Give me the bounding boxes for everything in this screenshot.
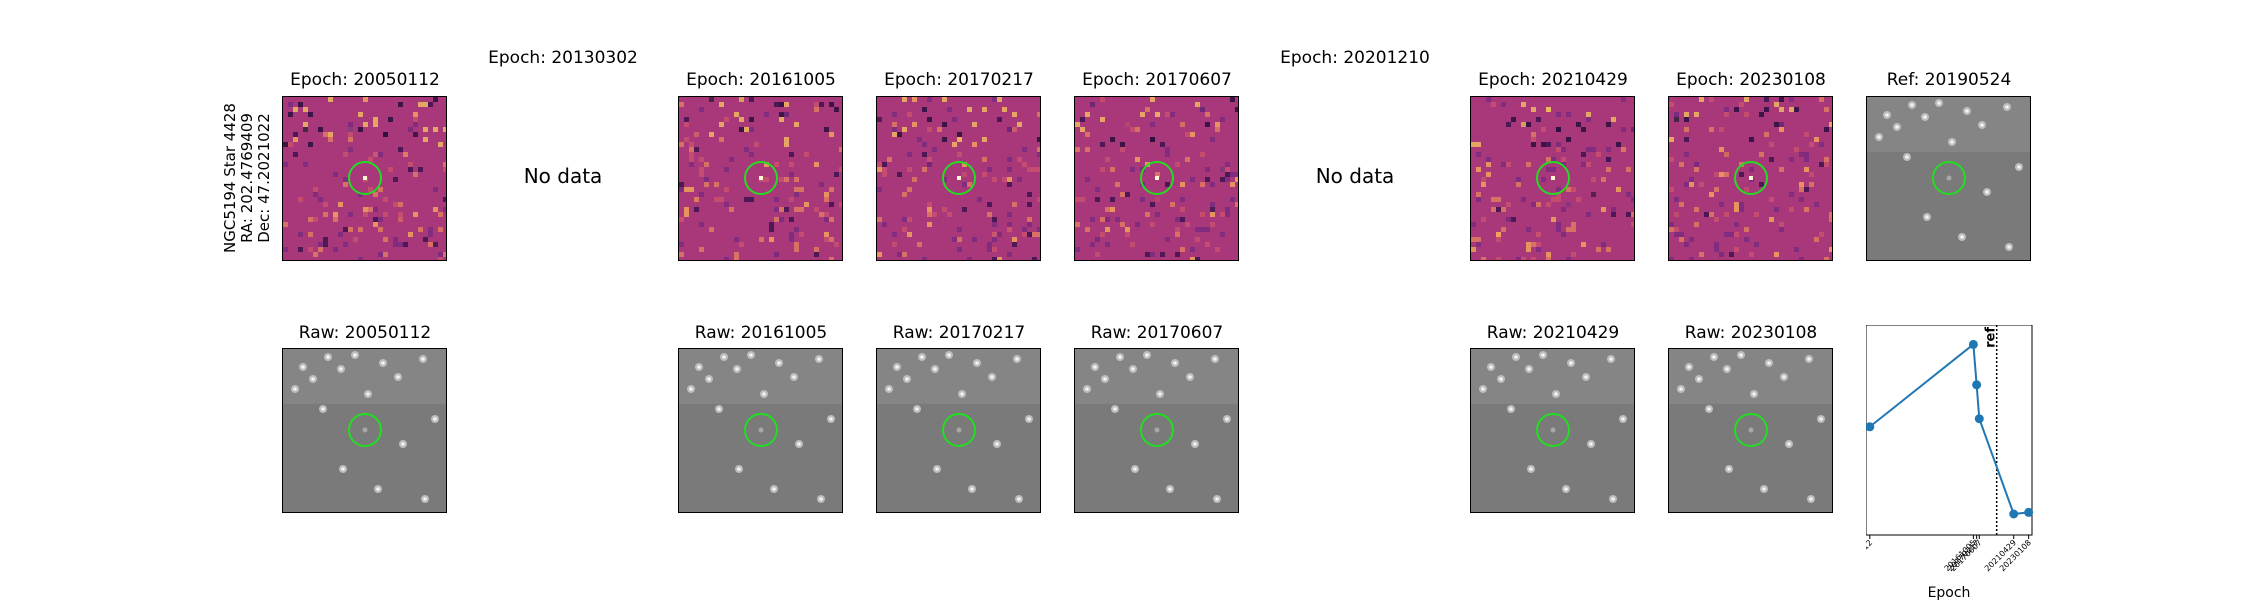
plot-frame — [1866, 325, 2033, 536]
diff-image-20230108 — [1668, 96, 1833, 261]
x-axis-label: Epoch — [1928, 585, 1971, 600]
raw-image-20050112 — [282, 348, 447, 513]
diff-image-20161005 — [678, 96, 843, 261]
raw-image-20210429 — [1470, 348, 1635, 513]
data-point-20230108 — [2024, 507, 2034, 517]
epoch-title-5: Epoch: 20170607 — [1082, 70, 1232, 90]
raw-title-1: Raw: 20050112 — [298, 323, 432, 343]
epoch-title-6: Epoch: 20201210 — [1280, 48, 1430, 68]
raw-title-5: Raw: 20210429 — [1486, 323, 1620, 343]
diff-image-20210429 — [1470, 96, 1635, 261]
series-line — [1869, 342, 2029, 516]
diff-image-20050112 — [282, 96, 447, 261]
epoch-title-3: Epoch: 20161005 — [686, 70, 836, 90]
diff-image-20170217 — [876, 96, 1041, 261]
object-dec: Dec: 47.2021022 — [255, 113, 273, 243]
raw-image-20170217 — [876, 348, 1041, 513]
raw-image-20170607 — [1074, 348, 1239, 513]
raw-title-3: Raw: 20170217 — [892, 323, 1026, 343]
no-data-label-20130302: No data — [523, 164, 603, 188]
raw-title-6: Raw: 20230108 — [1684, 323, 1818, 343]
data-point-20170217 — [1972, 380, 1982, 390]
object-ra: RA: 202.4769409 — [238, 113, 256, 243]
raw-image-20161005 — [678, 348, 843, 513]
ref-line-label: ref — [1984, 327, 1999, 348]
raw-image-20230108 — [1668, 348, 1833, 513]
raw-title-2: Raw: 20161005 — [694, 323, 828, 343]
no-data-label-20201210: No data — [1315, 164, 1395, 188]
epoch-title-4: Epoch: 20170217 — [884, 70, 1034, 90]
ref-title: Ref: 20190524 — [1886, 70, 2012, 90]
data-point-20161005 — [1968, 339, 1978, 349]
diff-image-20170607 — [1074, 96, 1239, 261]
epoch-title-1: Epoch: 20050112 — [290, 70, 440, 90]
x-tick-label: 20050112 — [1866, 538, 1874, 573]
raw-title-4: Raw: 20170607 — [1090, 323, 1224, 343]
light-curve-chart: Diff Flux Epoch ref200501122016100520170… — [1866, 325, 2034, 600]
object-name: NGC5194 Star 4428 — [221, 103, 239, 253]
epoch-title-2: Epoch: 20130302 — [488, 48, 638, 68]
data-point-20050112 — [1866, 422, 1875, 432]
data-point-20170607 — [1974, 414, 1984, 424]
epoch-title-7: Epoch: 20210429 — [1478, 70, 1628, 90]
epoch-title-8: Epoch: 20230108 — [1676, 70, 1826, 90]
ref-image-20190524 — [1866, 96, 2031, 261]
data-point-20210429 — [2009, 509, 2019, 519]
